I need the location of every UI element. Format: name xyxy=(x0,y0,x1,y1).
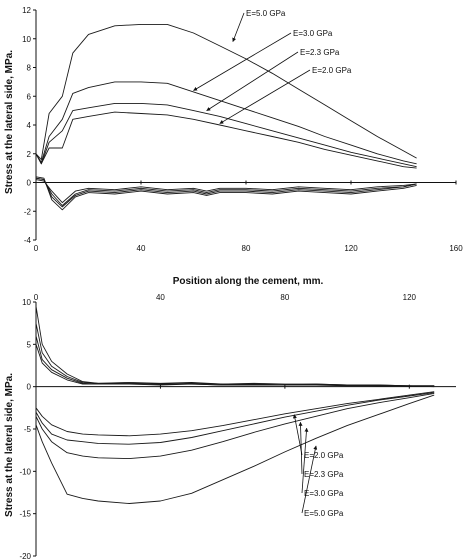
annotation-label: E=2.3 GPa xyxy=(300,48,340,57)
chart-top: 0 40 80 120 160 -4 -2 0 2 4 6 8 10 12 E=5.0 GPa E=3.0 … xyxy=(4,6,463,287)
y-tick-label: 12 xyxy=(22,6,31,15)
chart-top-annotations: E=5.0 GPa E=3.0 GPa E=2.3 GPa E=2.0 GPa xyxy=(193,9,352,124)
x-tick-label: 80 xyxy=(280,293,289,302)
chart-bottom: 0 40 80 120 -20 -15 -10 -5 0 5 10 E=2.0 GPa E=2.3 G… xyxy=(4,293,456,560)
annotation-label: E=2.0 GPa xyxy=(312,66,352,75)
x-tick-label: 0 xyxy=(34,244,39,253)
y-tick-label: 2 xyxy=(27,150,32,159)
series-line-upper-0 xyxy=(35,306,435,387)
chart-bottom-axes xyxy=(33,301,456,557)
chart-top-series xyxy=(35,23,417,211)
y-tick-label: -4 xyxy=(24,236,32,245)
chart-top-y-axis-label: Stress at the lateral side, MPa. xyxy=(4,50,15,194)
y-tick-label: -2 xyxy=(24,207,32,216)
x-tick-label: 120 xyxy=(403,293,417,302)
annotation-arrow xyxy=(292,414,303,456)
annotation-arrow xyxy=(301,445,318,514)
y-tick-label: 10 xyxy=(22,35,31,44)
series-line-e-5-0-gpa xyxy=(35,23,417,160)
y-tick-label: 5 xyxy=(27,340,32,349)
annotation-label: E=2.0 GPa xyxy=(304,451,344,460)
chart-top-axes xyxy=(33,9,457,241)
annotation-arrow xyxy=(219,69,311,124)
y-tick-label: -20 xyxy=(19,552,31,560)
series-line-lower-4 xyxy=(35,179,417,204)
series-line-e-5-0-gpa xyxy=(35,394,435,504)
series-line-lower-7 xyxy=(35,176,417,211)
y-tick-label: 0 xyxy=(27,383,32,392)
x-tick-label: 40 xyxy=(137,244,146,253)
chart-bottom-series xyxy=(35,306,435,504)
annotation-arrow xyxy=(301,427,309,494)
x-tick-label: 120 xyxy=(344,244,358,253)
x-tick-label: 80 xyxy=(242,244,251,253)
series-line-e-2-3-gpa xyxy=(35,392,435,445)
series-line-upper-3 xyxy=(35,344,435,388)
chart-bottom-annotations: E=2.0 GPa E=2.3 GPa E=3.0 GPa E=5.0 GPa xyxy=(292,414,344,518)
x-tick-label: 160 xyxy=(449,244,463,253)
chart-top-x-axis-label: Position along the cement, mm. xyxy=(173,276,324,287)
series-line-lower-5 xyxy=(35,177,417,206)
annotation-label: E=5.0 GPa xyxy=(304,509,344,518)
annotation-label: E=3.0 GPa xyxy=(293,29,333,38)
y-tick-label: 0 xyxy=(27,179,32,188)
y-tick-label: 4 xyxy=(27,121,32,130)
series-line-upper-2 xyxy=(35,335,435,387)
annotation-label: E=5.0 GPa xyxy=(246,9,286,18)
annotation-label: E=3.0 GPa xyxy=(304,489,344,498)
annotation-arrow xyxy=(193,32,292,91)
chart-bottom-y-axis-label: Stress at the lateral side, MPa. xyxy=(4,373,15,517)
annotation-label: E=2.3 GPa xyxy=(304,470,344,479)
y-tick-label: 8 xyxy=(27,64,32,73)
series-line-lower-6 xyxy=(35,177,417,208)
x-tick-label: 0 xyxy=(34,293,39,302)
series-line-e-2-0-gpa xyxy=(35,111,417,169)
y-tick-label: 6 xyxy=(27,92,32,101)
series-line-upper-1 xyxy=(35,323,435,387)
x-tick-label: 40 xyxy=(156,293,165,302)
y-tick-label: -10 xyxy=(19,467,31,476)
chart-bottom-tick-labels: 0 40 80 120 -20 -15 -10 -5 0 5 10 xyxy=(19,293,416,560)
y-tick-label: 10 xyxy=(22,298,31,307)
series-line-e-3-0-gpa xyxy=(35,81,417,165)
chart-top-tick-labels: 0 40 80 120 160 -4 -2 0 2 4 6 8 10 12 xyxy=(22,6,463,253)
y-tick-label: -5 xyxy=(24,425,32,434)
series-line-e-2-0-gpa xyxy=(35,391,435,437)
annotation-arrow xyxy=(232,12,245,42)
annotation-arrow xyxy=(298,421,303,475)
series-line-e-2-3-gpa xyxy=(35,102,417,168)
annotation-arrow xyxy=(206,51,299,111)
y-tick-label: -15 xyxy=(19,510,31,519)
series-line-e-3-0-gpa xyxy=(35,392,435,460)
